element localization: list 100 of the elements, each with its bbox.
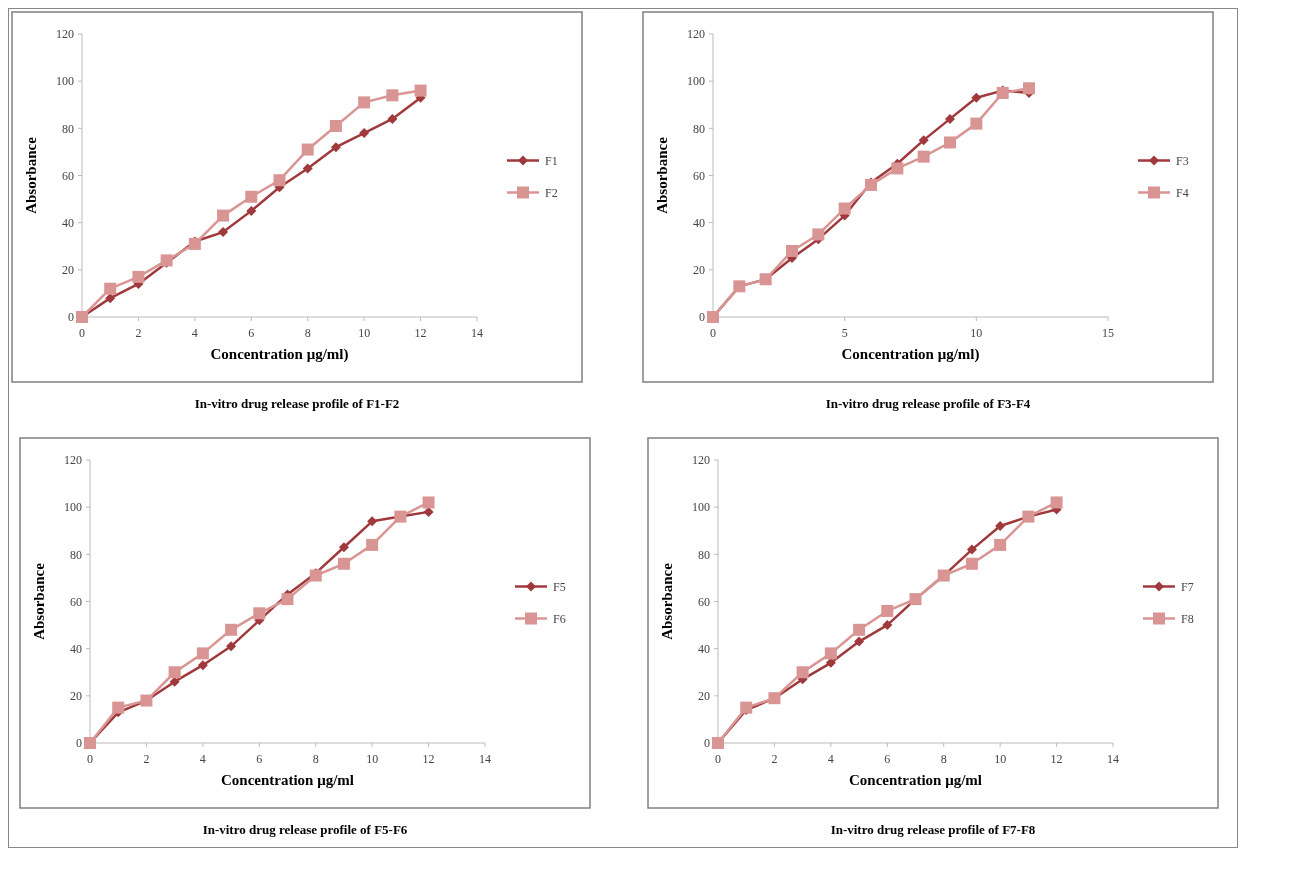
y-tick-label: 20 [62, 263, 74, 278]
point [966, 544, 977, 555]
point [812, 228, 825, 241]
x-tick-label: 12 [422, 752, 435, 766]
point [302, 163, 313, 174]
x-tick-label: 2 [771, 752, 778, 766]
text: In-vitro drug release profile of F1-F2 [194, 396, 400, 411]
y-axis-title: Absorbance [659, 562, 675, 640]
y-tick-label: 20 [70, 689, 82, 704]
legend-label: F5 [553, 579, 566, 594]
x-tick-label: 10 [994, 752, 1007, 766]
x-tick-label: 6 [884, 752, 891, 766]
x-tick-label: 5 [841, 326, 848, 340]
y-tick-label: 20 [693, 263, 705, 278]
point [995, 521, 1006, 532]
point [882, 620, 893, 631]
y-tick-label: 120 [64, 453, 82, 468]
point [918, 135, 929, 146]
y-tick-label: 60 [70, 594, 82, 609]
y-tick-label: 120 [687, 27, 705, 42]
point [338, 542, 349, 553]
x-tick-label: 8 [940, 752, 947, 766]
x-tick-label: 12 [414, 326, 427, 340]
x-tick-label: 14 [1107, 752, 1119, 766]
legend-label: F1 [545, 153, 558, 168]
x-tick-label: 6 [256, 752, 263, 766]
point [422, 496, 435, 509]
legend-label: F2 [545, 185, 558, 200]
legend-label: F6 [553, 611, 566, 626]
y-tick-label: 100 [687, 74, 705, 89]
x-axis-title: Concentration μg/ml) [210, 346, 349, 363]
point [105, 293, 116, 304]
x-tick-label: 4 [191, 326, 198, 340]
point [1050, 496, 1063, 509]
point [104, 282, 117, 295]
point [218, 227, 229, 238]
point [358, 96, 371, 109]
x-tick-label: 2 [135, 326, 142, 340]
x-tick-label: 14 [471, 326, 483, 340]
point [386, 89, 399, 102]
point [273, 174, 286, 187]
y-tick-label: 80 [62, 121, 74, 136]
point [225, 623, 238, 636]
point [971, 92, 982, 103]
point [366, 538, 379, 551]
point [838, 202, 851, 215]
y-tick-label: 40 [693, 215, 705, 230]
y-tick-label: 80 [693, 121, 705, 136]
point [853, 623, 866, 636]
point [414, 84, 427, 97]
point [891, 162, 904, 175]
point [944, 136, 956, 149]
point [970, 117, 983, 130]
y-axis-title: Absorbance [31, 562, 47, 640]
legend-label: F7 [1181, 579, 1194, 594]
point [881, 604, 894, 617]
point [217, 209, 230, 222]
point [824, 647, 837, 660]
text: In-vitro drug release profile of F7-F8 [830, 822, 1036, 837]
point [196, 647, 209, 660]
x-tick-label: 14 [479, 752, 491, 766]
point [359, 128, 370, 139]
point [226, 641, 237, 652]
y-tick-label: 20 [698, 689, 710, 704]
point [387, 113, 398, 124]
point [994, 538, 1007, 551]
point [854, 636, 865, 647]
x-tick-label: 8 [312, 752, 319, 766]
x-tick-label: 10 [970, 326, 983, 340]
point [112, 701, 125, 714]
point [281, 593, 294, 606]
y-tick-label: 100 [692, 500, 710, 515]
y-tick-label: 120 [56, 27, 74, 42]
y-tick-label: 40 [70, 641, 82, 656]
point [253, 607, 266, 620]
x-tick-label: 0 [87, 752, 93, 766]
x-tick-label: 12 [1050, 752, 1063, 766]
y-tick-label: 0 [699, 310, 705, 325]
legend-label: F4 [1176, 185, 1189, 200]
point [337, 557, 350, 570]
y-axis-title: Absorbance [23, 136, 39, 214]
x-tick-label: 0 [715, 752, 721, 766]
point [197, 660, 208, 671]
point [965, 557, 978, 570]
x-axis-title: Concentration μg/ml [848, 772, 983, 788]
point [786, 244, 798, 257]
point [301, 143, 314, 156]
y-tick-label: 80 [70, 547, 82, 562]
legend-label: F8 [1181, 611, 1194, 626]
point [132, 270, 145, 283]
text: In-vitro drug release profile of F5-F6 [202, 822, 408, 837]
x-tick-label: 8 [304, 326, 311, 340]
y-tick-label: 60 [62, 168, 74, 183]
point [367, 516, 378, 527]
point [329, 119, 342, 132]
legend-label: F3 [1176, 153, 1189, 168]
y-tick-label: 80 [698, 547, 710, 562]
y-tick-label: 0 [704, 736, 710, 751]
point [245, 190, 258, 203]
x-axis-title: Concentration μg/ml [220, 772, 355, 788]
